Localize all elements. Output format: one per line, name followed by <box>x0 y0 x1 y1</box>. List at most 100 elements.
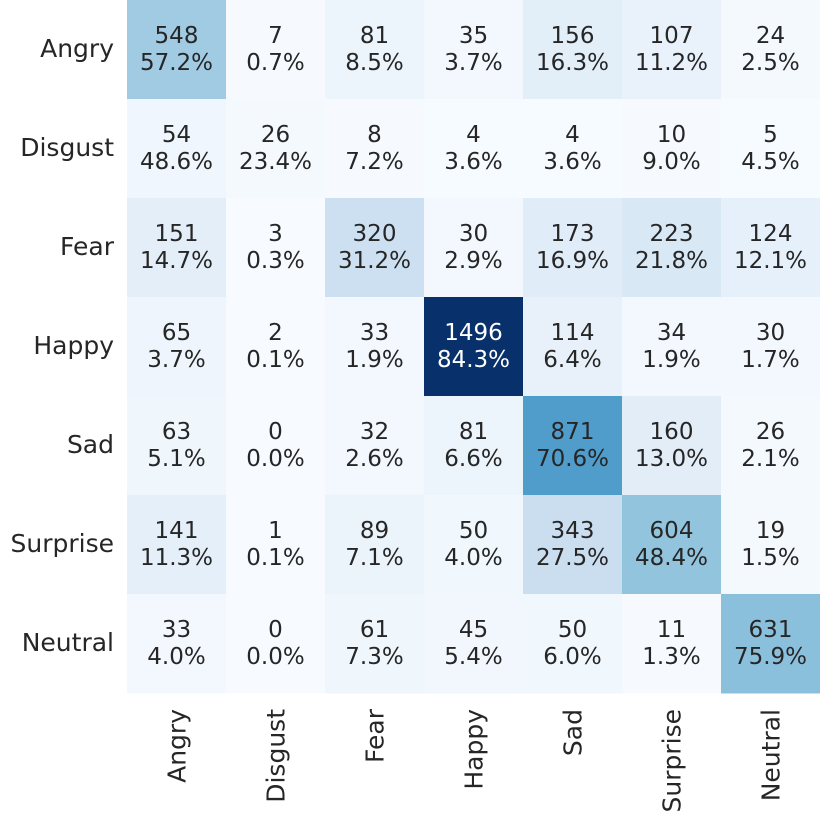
y-axis-tick-labels: Angry Disgust Fear Happy Sad Surprise Neutral <box>11 34 115 657</box>
cell-percent-label: 0.1% <box>246 347 304 373</box>
heatmap-cell <box>622 198 722 298</box>
cell-count-label: 61 <box>360 617 389 643</box>
cell-percent-label: 16.3% <box>536 50 609 76</box>
heatmap-cell <box>622 594 722 694</box>
cell-percent-label: 23.4% <box>239 149 312 175</box>
heatmap-cell <box>523 495 623 595</box>
cell-count-label: 156 <box>551 23 595 49</box>
cell-count-label: 81 <box>360 23 389 49</box>
cell-percent-label: 8.5% <box>345 50 403 76</box>
cell-percent-label: 3.6% <box>543 149 601 175</box>
cell-percent-label: 2.5% <box>741 50 799 76</box>
heatmap-cell <box>721 594 820 694</box>
y-tick-label: Neutral <box>22 628 114 657</box>
heatmap-cell <box>226 198 326 298</box>
x-tick-label: Disgust <box>262 709 291 803</box>
cell-count-label: 34 <box>657 320 686 346</box>
cell-percent-label: 1.5% <box>741 545 799 571</box>
heatmap-cell <box>721 396 820 496</box>
cell-percent-label: 2.9% <box>444 248 502 274</box>
y-tick-label: Happy <box>33 331 114 360</box>
cell-percent-label: 6.6% <box>444 446 502 472</box>
heatmap-cell <box>622 297 722 397</box>
heatmap-cell <box>622 396 722 496</box>
cell-count-label: 114 <box>551 320 595 346</box>
heatmap-cell <box>721 0 820 100</box>
cell-percent-label: 16.9% <box>536 248 609 274</box>
cell-count-label: 343 <box>551 518 595 544</box>
heatmap-cell <box>127 0 227 100</box>
cell-percent-label: 13.0% <box>635 446 708 472</box>
cell-count-label: 50 <box>558 617 587 643</box>
x-tick-label: Sad <box>559 709 588 756</box>
cell-percent-label: 1.9% <box>642 347 700 373</box>
cell-percent-label: 11.2% <box>635 50 708 76</box>
cell-percent-label: 9.0% <box>642 149 700 175</box>
heatmap-cell <box>226 297 326 397</box>
heatmap-cell <box>622 99 722 199</box>
cell-count-label: 11 <box>657 617 686 643</box>
x-tick-label: Fear <box>361 708 390 763</box>
heatmap-cell <box>622 495 722 595</box>
cell-percent-label: 0.0% <box>246 644 304 670</box>
cell-count-label: 223 <box>650 221 694 247</box>
heatmap-cell <box>325 99 425 199</box>
cell-percent-label: 7.2% <box>345 149 403 175</box>
cell-percent-label: 14.7% <box>140 248 213 274</box>
heatmap-cell <box>523 99 623 199</box>
cell-labels: 54857.2%70.7%818.5%353.7%15616.3%10711.2… <box>140 23 807 670</box>
cell-count-label: 30 <box>756 320 785 346</box>
cell-percent-label: 6.0% <box>543 644 601 670</box>
heatmap-cell <box>721 495 820 595</box>
y-tick-label: Disgust <box>20 133 114 162</box>
cell-count-label: 30 <box>459 221 488 247</box>
heatmap-cell <box>226 99 326 199</box>
cell-count-label: 0 <box>268 419 283 445</box>
x-tick-label: Surprise <box>658 709 687 813</box>
heatmap-cell <box>424 0 524 100</box>
cell-count-label: 19 <box>756 518 785 544</box>
cell-percent-label: 84.3% <box>437 347 510 373</box>
cell-percent-label: 3.7% <box>444 50 502 76</box>
cell-count-label: 3 <box>268 221 283 247</box>
cell-count-label: 4 <box>466 122 481 148</box>
heatmap-cell <box>226 594 326 694</box>
cell-percent-label: 4.0% <box>444 545 502 571</box>
heatmap-cell <box>226 495 326 595</box>
heatmap-cell <box>325 297 425 397</box>
heatmap-cell <box>721 99 820 199</box>
cell-count-label: 8 <box>367 122 382 148</box>
cell-count-label: 54 <box>162 122 191 148</box>
heatmap-cell <box>721 297 820 397</box>
cell-percent-label: 0.7% <box>246 50 304 76</box>
heatmap-cell <box>127 198 227 298</box>
cell-count-label: 24 <box>756 23 785 49</box>
x-tick-label: Neutral <box>757 709 786 801</box>
cell-percent-label: 3.6% <box>444 149 502 175</box>
cell-percent-label: 57.2% <box>140 50 213 76</box>
cell-percent-label: 75.9% <box>734 644 807 670</box>
cell-percent-label: 70.6% <box>536 446 609 472</box>
heatmap-cell <box>523 396 623 496</box>
heatmap-cell <box>721 198 820 298</box>
cell-count-label: 160 <box>650 419 694 445</box>
cell-count-label: 1 <box>268 518 283 544</box>
cell-count-label: 32 <box>360 419 389 445</box>
cell-percent-label: 11.3% <box>140 545 213 571</box>
cell-count-label: 604 <box>650 518 694 544</box>
cell-count-label: 548 <box>155 23 199 49</box>
heatmap-cell <box>424 396 524 496</box>
cell-count-label: 5 <box>763 122 778 148</box>
cell-percent-label: 0.1% <box>246 545 304 571</box>
cell-count-label: 10 <box>657 122 686 148</box>
cell-percent-label: 1.7% <box>741 347 799 373</box>
cell-count-label: 151 <box>155 221 199 247</box>
cell-count-label: 33 <box>360 320 389 346</box>
cell-percent-label: 48.4% <box>635 545 708 571</box>
heatmap-cell <box>424 495 524 595</box>
cell-percent-label: 5.1% <box>147 446 205 472</box>
heatmap-cell <box>325 198 425 298</box>
cell-count-label: 631 <box>749 617 793 643</box>
cell-count-label: 45 <box>459 617 488 643</box>
heatmap-cell <box>127 594 227 694</box>
